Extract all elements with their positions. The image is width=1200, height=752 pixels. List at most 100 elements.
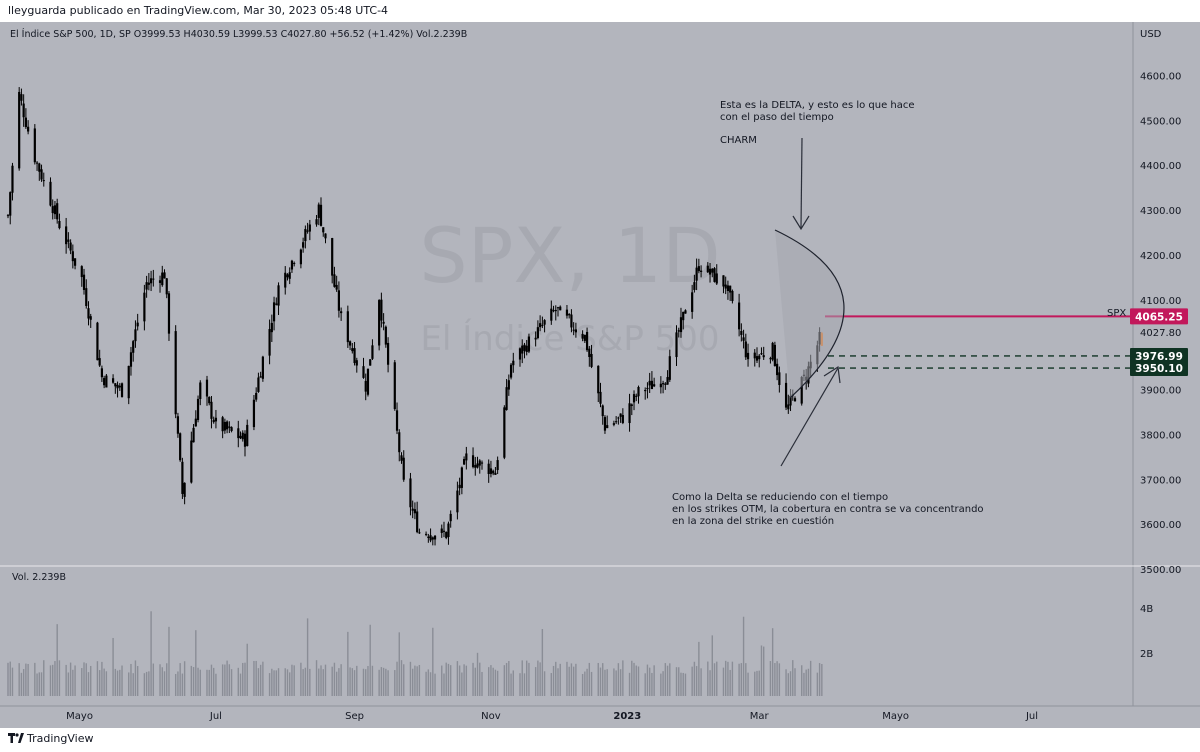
volume-bar	[492, 667, 494, 696]
volume-bar	[351, 668, 354, 696]
volume-bar	[52, 664, 54, 696]
candle-body	[324, 233, 327, 239]
volume-bar	[487, 667, 490, 696]
x-tick-label: Nov	[481, 711, 501, 722]
candle-body	[290, 260, 294, 270]
candle-body	[793, 398, 797, 402]
volume-bar	[680, 672, 682, 696]
volume-tick-4b: 4B	[1140, 604, 1153, 615]
volume-bar	[134, 660, 137, 696]
volume-bar	[776, 661, 778, 696]
candle-body	[167, 293, 171, 334]
candle-body	[152, 278, 155, 280]
volume-bar	[242, 662, 244, 696]
y-tick-label: 4500.00	[1140, 116, 1181, 127]
volume-legend[interactable]: Vol. 2.239B	[12, 572, 66, 583]
volume-bar	[414, 665, 416, 696]
candle-body	[261, 356, 264, 379]
candle-body	[208, 397, 211, 404]
volume-bar	[794, 668, 796, 696]
volume-bar	[394, 670, 396, 696]
volume-bar	[552, 665, 555, 696]
candle-body	[136, 322, 139, 327]
candle-body	[525, 345, 528, 353]
tradingview-brand: TradingView	[27, 732, 94, 745]
candle-body	[53, 205, 57, 215]
candle-body	[243, 433, 247, 447]
volume-bar	[11, 667, 14, 696]
arrow-up-drawing[interactable]	[780, 365, 841, 467]
publisher-text: lleyguarda publicado en TradingView.com,…	[8, 4, 389, 17]
price-chart[interactable]: SPX, 1D El Índice S&P 500 El Índice S&P …	[0, 22, 1200, 728]
volume-bar	[709, 670, 711, 696]
candle-body	[550, 308, 553, 321]
volume-bar	[584, 671, 586, 696]
volume-bar	[150, 611, 152, 696]
volume-bar	[539, 662, 541, 696]
volume-bar	[763, 646, 765, 696]
candle-body	[127, 365, 130, 399]
delta-curve-shape[interactable]	[774, 229, 845, 399]
candle-body	[67, 239, 70, 242]
candle-body	[181, 461, 184, 494]
volume-bar	[306, 618, 309, 696]
candle-body	[100, 368, 104, 378]
note-charm: CHARM	[720, 135, 757, 146]
chart-area[interactable]: SPX, 1D El Índice S&P 500 El Índice S&P …	[0, 22, 1200, 728]
candle-body	[395, 410, 399, 431]
volume-bar	[34, 662, 36, 696]
candle-body	[729, 285, 732, 293]
volume-bar	[22, 669, 25, 696]
candle-body	[149, 278, 153, 284]
volume-bar	[130, 663, 132, 696]
volume-bar	[335, 671, 338, 696]
volume-bar	[98, 670, 101, 696]
volume-bar	[622, 660, 624, 696]
candle-body	[617, 417, 620, 419]
volume-bar	[262, 661, 264, 696]
candle-body	[120, 383, 124, 397]
volume-bar	[230, 669, 233, 696]
candle-body	[393, 362, 396, 410]
volume-bar	[43, 660, 45, 696]
candle-body	[559, 306, 562, 311]
candle-body	[56, 203, 59, 220]
volume-bar	[456, 661, 459, 696]
candle-body	[478, 460, 481, 466]
candle-body	[521, 345, 524, 354]
volume-bar	[387, 670, 389, 696]
volume-bar	[604, 669, 606, 696]
candle-body	[335, 284, 338, 290]
price-tag-level-b-bg	[1130, 360, 1188, 377]
candle-body	[226, 421, 229, 430]
volume-bar	[418, 664, 421, 696]
volume-bar	[87, 672, 90, 696]
candle-body	[552, 310, 555, 312]
candle-body	[668, 356, 671, 380]
candle-body	[675, 332, 678, 358]
spx-series-label: SPX	[1107, 308, 1126, 319]
candle-body	[317, 204, 320, 218]
arrow-down-drawing[interactable]	[792, 137, 810, 231]
candle-body	[87, 308, 90, 319]
volume-bar	[543, 671, 546, 696]
candle-body	[284, 272, 287, 288]
candle-body	[331, 238, 334, 276]
y-tick-label: 4400.00	[1140, 161, 1181, 172]
time-axis[interactable]: Mayo Jul Sep Nov 2023 Mar Mayo Jul	[66, 711, 1038, 722]
volume-bar	[304, 667, 307, 696]
price-axis[interactable]: 3500.00 3600.00 3700.00 3800.00 3900.00 4100.…	[1140, 71, 1181, 576]
candle-body	[299, 249, 302, 265]
candle-body	[277, 285, 280, 306]
symbol-legend[interactable]: El Índice S&P 500, 1D, SP O3999.53 H4030…	[10, 28, 467, 40]
volume-bar	[255, 660, 257, 696]
volume-bar	[474, 667, 476, 696]
volume-bar	[635, 665, 637, 696]
volume-bar	[226, 660, 228, 696]
candle-body	[460, 467, 463, 488]
volume-bar	[289, 672, 291, 696]
candle-body	[24, 117, 27, 128]
volume-bar	[693, 661, 696, 696]
note-bottom-line1: Como la Delta se reduciendo con el tiemp…	[672, 492, 888, 503]
